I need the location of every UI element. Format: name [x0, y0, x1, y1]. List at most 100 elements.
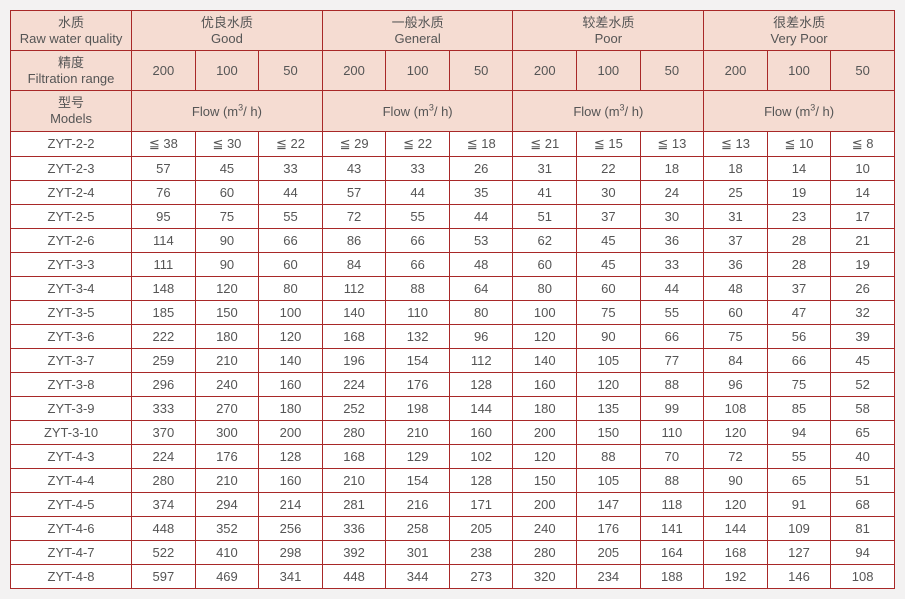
table-row: ZYT-3-4148120801128864806044483726	[11, 276, 895, 300]
value-cell: ≦ 18	[449, 131, 513, 156]
model-cell: ZYT-3-7	[11, 348, 132, 372]
value-cell: 14	[831, 180, 895, 204]
value-cell: 180	[259, 396, 323, 420]
value-cell: 114	[132, 228, 196, 252]
value-cell: 258	[386, 516, 450, 540]
value-cell: 19	[767, 180, 831, 204]
value-cell: 80	[449, 300, 513, 324]
value-cell: 23	[767, 204, 831, 228]
value-cell: 210	[195, 348, 259, 372]
value-cell: 448	[132, 516, 196, 540]
value-cell: 90	[195, 228, 259, 252]
table-row: ZYT-3-1037030020028021016020015011012094…	[11, 420, 895, 444]
value-cell: 336	[322, 516, 386, 540]
value-cell: 64	[449, 276, 513, 300]
value-cell: ≦ 13	[640, 131, 704, 156]
value-cell: 56	[767, 324, 831, 348]
value-cell: 148	[132, 276, 196, 300]
value-cell: ≦ 30	[195, 131, 259, 156]
table-row: ZYT-2-5957555725544513730312317	[11, 204, 895, 228]
value-cell: 85	[767, 396, 831, 420]
header-label: Very Poor	[706, 31, 892, 47]
flow-label-cell: Flow (m3/ h)	[132, 91, 323, 131]
value-cell: 120	[704, 492, 768, 516]
value-cell: 65	[767, 468, 831, 492]
value-cell: 352	[195, 516, 259, 540]
value-cell: 96	[704, 372, 768, 396]
value-cell: 216	[386, 492, 450, 516]
value-cell: 18	[704, 156, 768, 180]
flow-label: Flow (m3/ h)	[764, 104, 834, 119]
value-cell: 28	[767, 228, 831, 252]
value-cell: 120	[513, 444, 577, 468]
value-cell: ≦ 21	[513, 131, 577, 156]
value-cell: 144	[704, 516, 768, 540]
value-cell: 224	[322, 372, 386, 396]
value-cell: 469	[195, 564, 259, 588]
value-cell: 370	[132, 420, 196, 444]
value-cell: 55	[640, 300, 704, 324]
value-cell: 180	[513, 396, 577, 420]
model-cell: ZYT-3-5	[11, 300, 132, 324]
value-cell: 164	[640, 540, 704, 564]
value-cell: 280	[132, 468, 196, 492]
value-cell: 154	[386, 348, 450, 372]
value-cell: 140	[322, 300, 386, 324]
value-cell: 273	[449, 564, 513, 588]
value-cell: 294	[195, 492, 259, 516]
precision-row: 精度 Filtration range 200 100 50 200 100 5…	[11, 51, 895, 91]
value-cell: 154	[386, 468, 450, 492]
value-cell: 141	[640, 516, 704, 540]
table-row: ZYT-2-2≦ 38≦ 30≦ 22≦ 29≦ 22≦ 18≦ 21≦ 15≦…	[11, 131, 895, 156]
table-row: ZYT-4-5374294214281216171200147118120916…	[11, 492, 895, 516]
value-cell: 51	[513, 204, 577, 228]
value-cell: 84	[704, 348, 768, 372]
value-cell: 90	[195, 252, 259, 276]
header-label: 精度	[13, 55, 129, 71]
table-row: ZYT-3-829624016022417612816012088967552	[11, 372, 895, 396]
value-cell: 33	[640, 252, 704, 276]
value-cell: 60	[577, 276, 641, 300]
value-cell: ≦ 13	[704, 131, 768, 156]
value-cell: 55	[767, 444, 831, 468]
value-cell: 296	[132, 372, 196, 396]
value-cell: 88	[640, 468, 704, 492]
value-cell: ≦ 29	[322, 131, 386, 156]
value-cell: 44	[259, 180, 323, 204]
value-cell: 110	[640, 420, 704, 444]
value-cell: 47	[767, 300, 831, 324]
value-cell: 95	[132, 204, 196, 228]
value-cell: 301	[386, 540, 450, 564]
table-row: ZYT-3-31119060846648604533362819	[11, 252, 895, 276]
value-cell: 66	[386, 228, 450, 252]
value-cell: 45	[831, 348, 895, 372]
model-cell: ZYT-3-4	[11, 276, 132, 300]
value-cell: 33	[259, 156, 323, 180]
value-cell: 240	[195, 372, 259, 396]
value-cell: 281	[322, 492, 386, 516]
value-cell: 41	[513, 180, 577, 204]
value-cell: 32	[831, 300, 895, 324]
table-row: ZYT-2-4766044574435413024251914	[11, 180, 895, 204]
header-models: 型号 Models	[11, 91, 132, 131]
value-cell: 88	[386, 276, 450, 300]
value-cell: 109	[767, 516, 831, 540]
value-cell: ≦ 10	[767, 131, 831, 156]
model-cell: ZYT-4-3	[11, 444, 132, 468]
value-cell: 77	[640, 348, 704, 372]
value-cell: 45	[577, 228, 641, 252]
value-cell: 168	[704, 540, 768, 564]
value-cell: 62	[513, 228, 577, 252]
header-label: 水质	[13, 15, 129, 31]
table-row: ZYT-4-7522410298392301238280205164168127…	[11, 540, 895, 564]
value-cell: 91	[767, 492, 831, 516]
value-cell: 128	[259, 444, 323, 468]
value-cell: 66	[259, 228, 323, 252]
value-cell: 256	[259, 516, 323, 540]
value-cell: ≦ 22	[259, 131, 323, 156]
value-cell: 128	[449, 372, 513, 396]
value-cell: 57	[322, 180, 386, 204]
value-cell: 57	[132, 156, 196, 180]
header-general: 一般水质 General	[322, 11, 513, 51]
value-cell: 205	[577, 540, 641, 564]
